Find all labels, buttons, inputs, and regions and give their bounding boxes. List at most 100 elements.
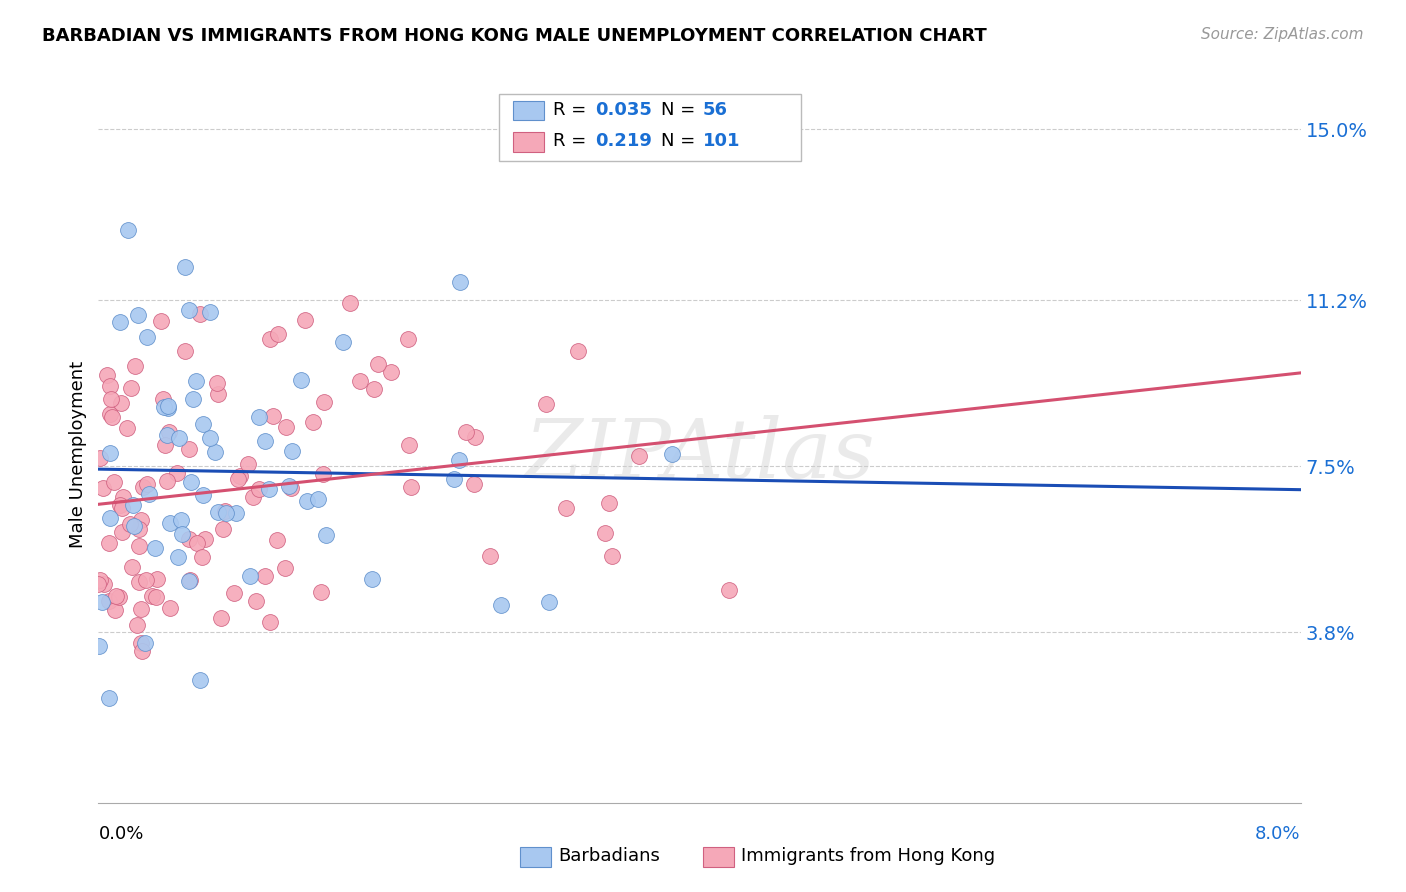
Point: [100, 392, 122, 406]
Text: Source: ZipAtlas.com: Source: ZipAtlas.com: [1201, 27, 1364, 42]
Point: [274, 561, 297, 575]
Point: [315, 528, 337, 542]
Text: 0.219: 0.219: [595, 132, 651, 150]
Point: [91, 481, 114, 495]
Point: [226, 472, 249, 486]
Y-axis label: Male Unemployment: Male Unemployment: [69, 361, 87, 549]
Text: 8.0%: 8.0%: [1256, 825, 1301, 843]
Point: [307, 491, 329, 506]
Point: [152, 392, 174, 406]
Point: [135, 574, 157, 588]
Point: [567, 344, 589, 359]
Point: [167, 549, 190, 564]
Point: [103, 475, 125, 490]
Point: [259, 482, 281, 496]
Point: [274, 420, 297, 434]
Point: [112, 490, 135, 504]
Point: [98, 446, 121, 460]
Point: [253, 569, 276, 583]
Point: [136, 330, 159, 344]
Point: [309, 585, 332, 599]
Point: [191, 417, 214, 432]
Point: [127, 308, 149, 322]
Point: [717, 583, 740, 598]
Point: [138, 486, 160, 500]
Point: [478, 549, 501, 563]
Text: R =: R =: [553, 101, 592, 119]
Point: [259, 615, 281, 629]
Point: [360, 572, 382, 586]
Point: [87, 639, 110, 653]
Point: [247, 410, 270, 425]
Point: [93, 577, 115, 591]
Text: R =: R =: [553, 132, 592, 150]
Point: [146, 572, 169, 586]
Point: [266, 533, 288, 548]
Point: [449, 275, 471, 289]
Point: [209, 611, 232, 625]
Point: [89, 574, 111, 588]
Point: [225, 506, 247, 520]
Point: [110, 498, 132, 512]
Point: [108, 315, 131, 329]
Point: [349, 375, 371, 389]
Point: [136, 476, 159, 491]
Point: [242, 490, 264, 504]
Point: [98, 408, 121, 422]
Point: [224, 586, 246, 600]
Point: [181, 392, 204, 406]
Point: [170, 527, 193, 541]
Point: [228, 468, 250, 483]
Point: [97, 690, 120, 705]
Point: [198, 431, 221, 445]
Point: [132, 480, 155, 494]
Point: [398, 438, 420, 452]
Point: [339, 296, 361, 310]
Point: [188, 673, 211, 687]
Point: [177, 574, 200, 588]
Point: [145, 590, 167, 604]
Point: [186, 535, 208, 549]
Point: [215, 507, 238, 521]
Point: [124, 359, 146, 374]
Point: [89, 451, 111, 466]
Point: [174, 260, 197, 274]
Point: [212, 522, 235, 536]
Point: [166, 466, 188, 480]
Point: [295, 494, 318, 508]
Point: [290, 373, 312, 387]
Point: [179, 574, 201, 588]
Point: [157, 401, 180, 416]
Point: [128, 522, 150, 536]
Point: [170, 513, 193, 527]
Text: 101: 101: [703, 132, 741, 150]
Point: [207, 505, 229, 519]
Point: [156, 428, 179, 442]
Point: [489, 598, 512, 612]
Point: [121, 560, 143, 574]
Point: [173, 344, 195, 359]
Point: [134, 636, 156, 650]
Point: [312, 467, 335, 481]
Point: [111, 525, 134, 540]
Point: [204, 445, 226, 459]
Point: [98, 536, 121, 550]
Point: [214, 504, 236, 518]
Point: [314, 395, 336, 409]
Point: [110, 396, 132, 410]
Text: N =: N =: [661, 101, 700, 119]
Point: [184, 374, 207, 388]
Point: [191, 549, 214, 564]
Point: [153, 438, 176, 452]
Text: 0.035: 0.035: [595, 101, 651, 119]
Point: [159, 600, 181, 615]
Point: [194, 532, 217, 546]
Point: [236, 458, 259, 472]
Point: [267, 327, 290, 342]
Point: [129, 602, 152, 616]
Text: BARBADIAN VS IMMIGRANTS FROM HONG KONG MALE UNEMPLOYMENT CORRELATION CHART: BARBADIAN VS IMMIGRANTS FROM HONG KONG M…: [42, 27, 987, 45]
Point: [124, 519, 146, 533]
Point: [534, 396, 557, 410]
Point: [96, 368, 118, 383]
Point: [253, 434, 276, 449]
